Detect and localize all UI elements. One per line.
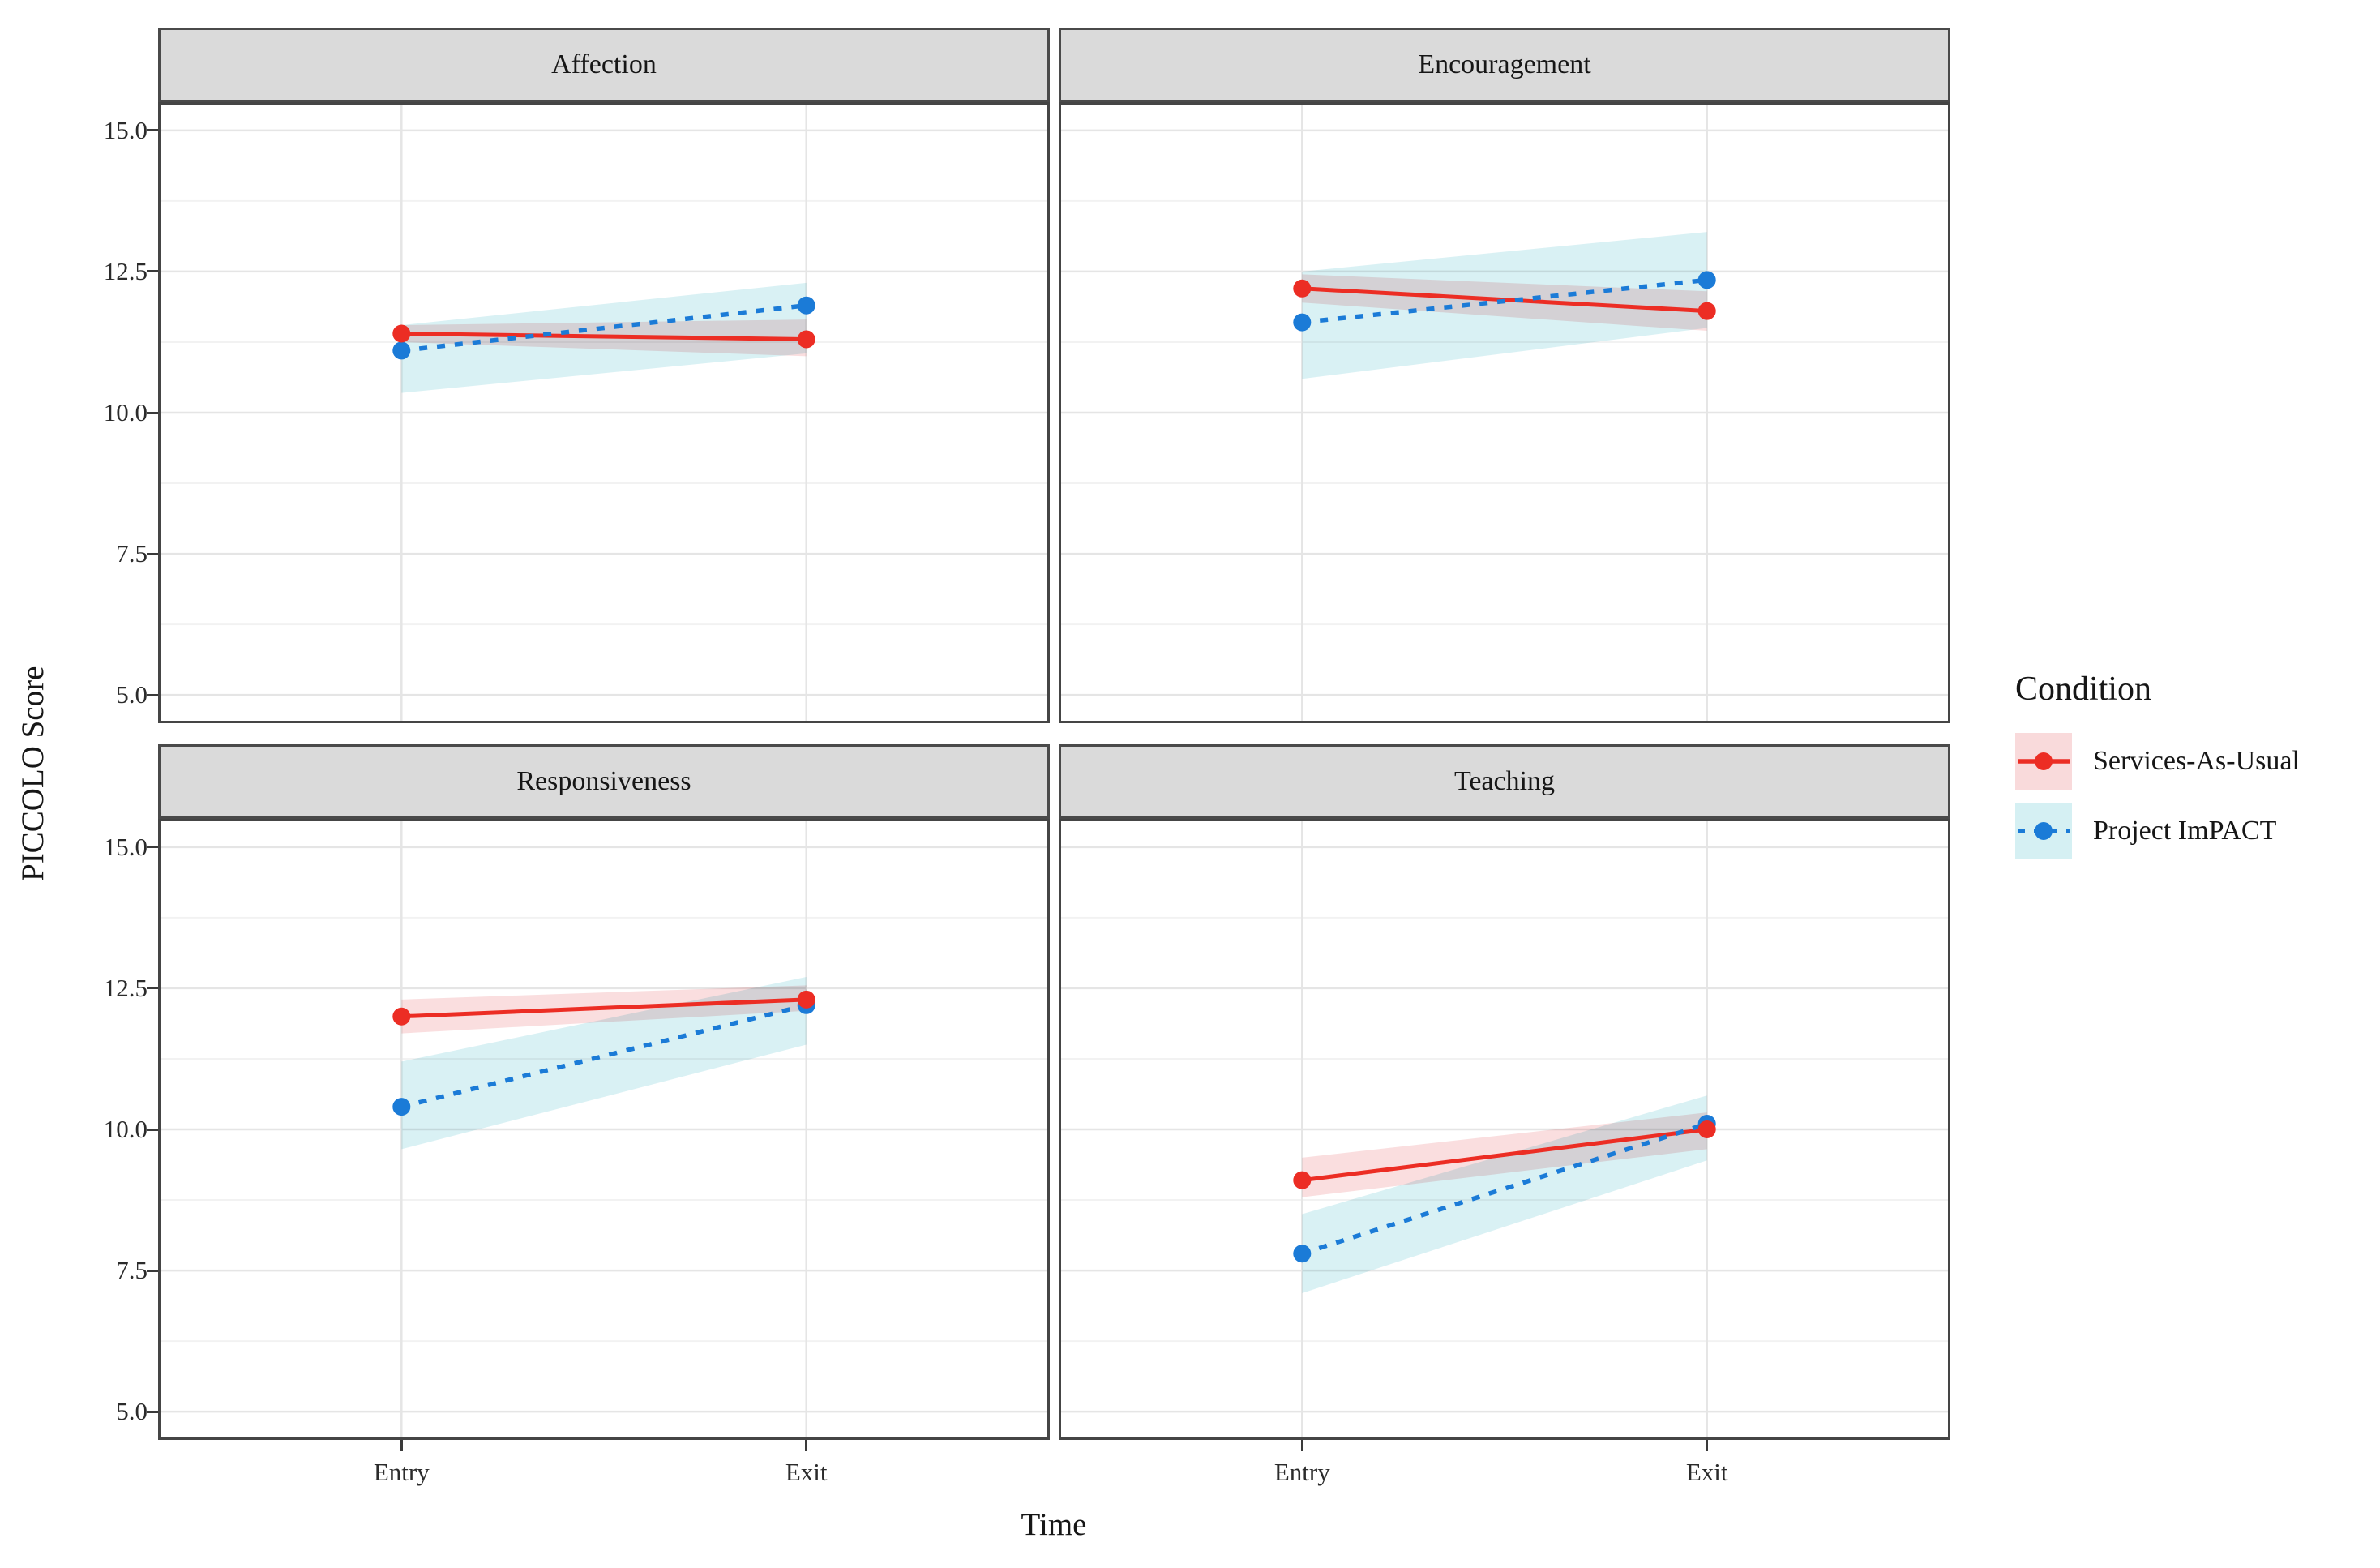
data-point-impact-entry [1293, 313, 1312, 332]
legend-title: Condition [2015, 670, 2152, 708]
y-tick-label: 7.5 [116, 1256, 148, 1285]
x-tick-label-exit: Exit [1685, 1458, 1728, 1486]
data-point-sau-entry [1293, 1171, 1312, 1189]
y-tick-label: 7.5 [116, 539, 148, 568]
x-tick-mark [805, 1440, 808, 1451]
trend-line-sau [401, 997, 807, 1019]
legend-items: Services-As-Usual Project ImPACT [2015, 733, 2300, 859]
trend-line-sau [1301, 1127, 1708, 1183]
x-tick-label-exit: Exit [785, 1458, 828, 1486]
data-point-sau-entry [392, 324, 411, 343]
trend-line-sau [401, 332, 807, 341]
data-point-impact-entry [392, 1098, 411, 1116]
legend-item-services-as-usual: Services-As-Usual [2015, 733, 2300, 790]
facet-title: Responsiveness [516, 766, 691, 796]
legend-label: Project ImPACT [2093, 816, 2277, 846]
legend: Condition Services-As-Usual Project ImPAC… [2015, 670, 2300, 872]
data-point-impact-exit [1697, 271, 1716, 289]
y-tick-label: 15.0 [103, 832, 148, 861]
x-tick-mark [1706, 1440, 1709, 1451]
x-tick-label-entry: Entry [1273, 1458, 1330, 1486]
y-tick-label: 12.5 [103, 256, 148, 285]
panel-border [1059, 819, 1950, 1440]
data-point-sau-exit [797, 330, 815, 349]
legend-label: Services-As-Usual [2093, 746, 2300, 776]
data-point-sau-exit [1697, 1120, 1716, 1138]
x-tick-label-entry: Entry [373, 1458, 430, 1486]
data-point-sau-entry [392, 1007, 411, 1026]
data-point-sau-exit [1697, 302, 1716, 320]
y-tick-label: 5.0 [116, 1397, 148, 1426]
trend-line-impact [1302, 277, 1707, 325]
y-tick-mark [147, 846, 158, 849]
panel-border [158, 819, 1050, 1440]
facet-title: Encouragement [1418, 49, 1591, 79]
facet-title: Teaching [1453, 766, 1556, 796]
y-tick-mark [147, 129, 158, 132]
y-tick-mark [147, 1410, 158, 1413]
facet-strip-responsiveness: Responsiveness [158, 744, 1050, 819]
y-tick-mark [147, 411, 158, 414]
confidence-ribbon-impact [1302, 1095, 1707, 1293]
data-point-sau-exit [797, 990, 815, 1009]
y-tick-label: 15.0 [103, 115, 148, 144]
x-tick-mark [400, 1440, 403, 1451]
y-tick-mark [147, 1128, 158, 1131]
confidence-ribbon-impact [1302, 232, 1707, 379]
legend-item-project-impact: Project ImPACT [2015, 803, 2300, 859]
panel-border [1059, 102, 1950, 723]
y-tick-mark [147, 1269, 158, 1272]
y-tick-label: 10.0 [103, 1115, 148, 1143]
legend-key-point [2035, 752, 2053, 770]
facet-panel-affection [158, 102, 1050, 723]
facet-strip-encouragement: Encouragement [1059, 28, 1950, 102]
legend-key-impact-icon [2015, 803, 2072, 859]
x-axis-title: Time [1021, 1507, 1087, 1542]
y-tick-mark [147, 552, 158, 555]
facet-panel-encouragement [1059, 102, 1950, 723]
trend-line-impact [400, 302, 807, 353]
legend-key-point [2035, 822, 2053, 840]
facet-strip-affection: Affection [158, 28, 1050, 102]
data-point-sau-entry [1293, 279, 1312, 298]
y-tick-mark [147, 693, 158, 696]
y-tick-mark [147, 270, 158, 273]
y-tick-label: 5.0 [116, 680, 148, 709]
y-tick-label: 10.0 [103, 398, 148, 426]
data-point-impact-entry [392, 341, 411, 360]
facet-strip-teaching: Teaching [1059, 744, 1950, 819]
y-axis-title: PICCOLO Score [15, 666, 50, 881]
data-point-impact-exit [797, 296, 815, 315]
legend-key-sau-icon [2015, 733, 2072, 790]
facet-panel-responsiveness [158, 819, 1050, 1440]
confidence-ribbon-impact [401, 976, 807, 1150]
facet-title: Affection [551, 49, 657, 79]
x-tick-mark [1300, 1440, 1303, 1451]
facet-panel-teaching [1059, 819, 1950, 1440]
data-point-impact-entry [1293, 1245, 1312, 1263]
y-tick-mark [147, 987, 158, 990]
y-tick-label: 12.5 [103, 973, 148, 1002]
panel-border [158, 102, 1050, 723]
